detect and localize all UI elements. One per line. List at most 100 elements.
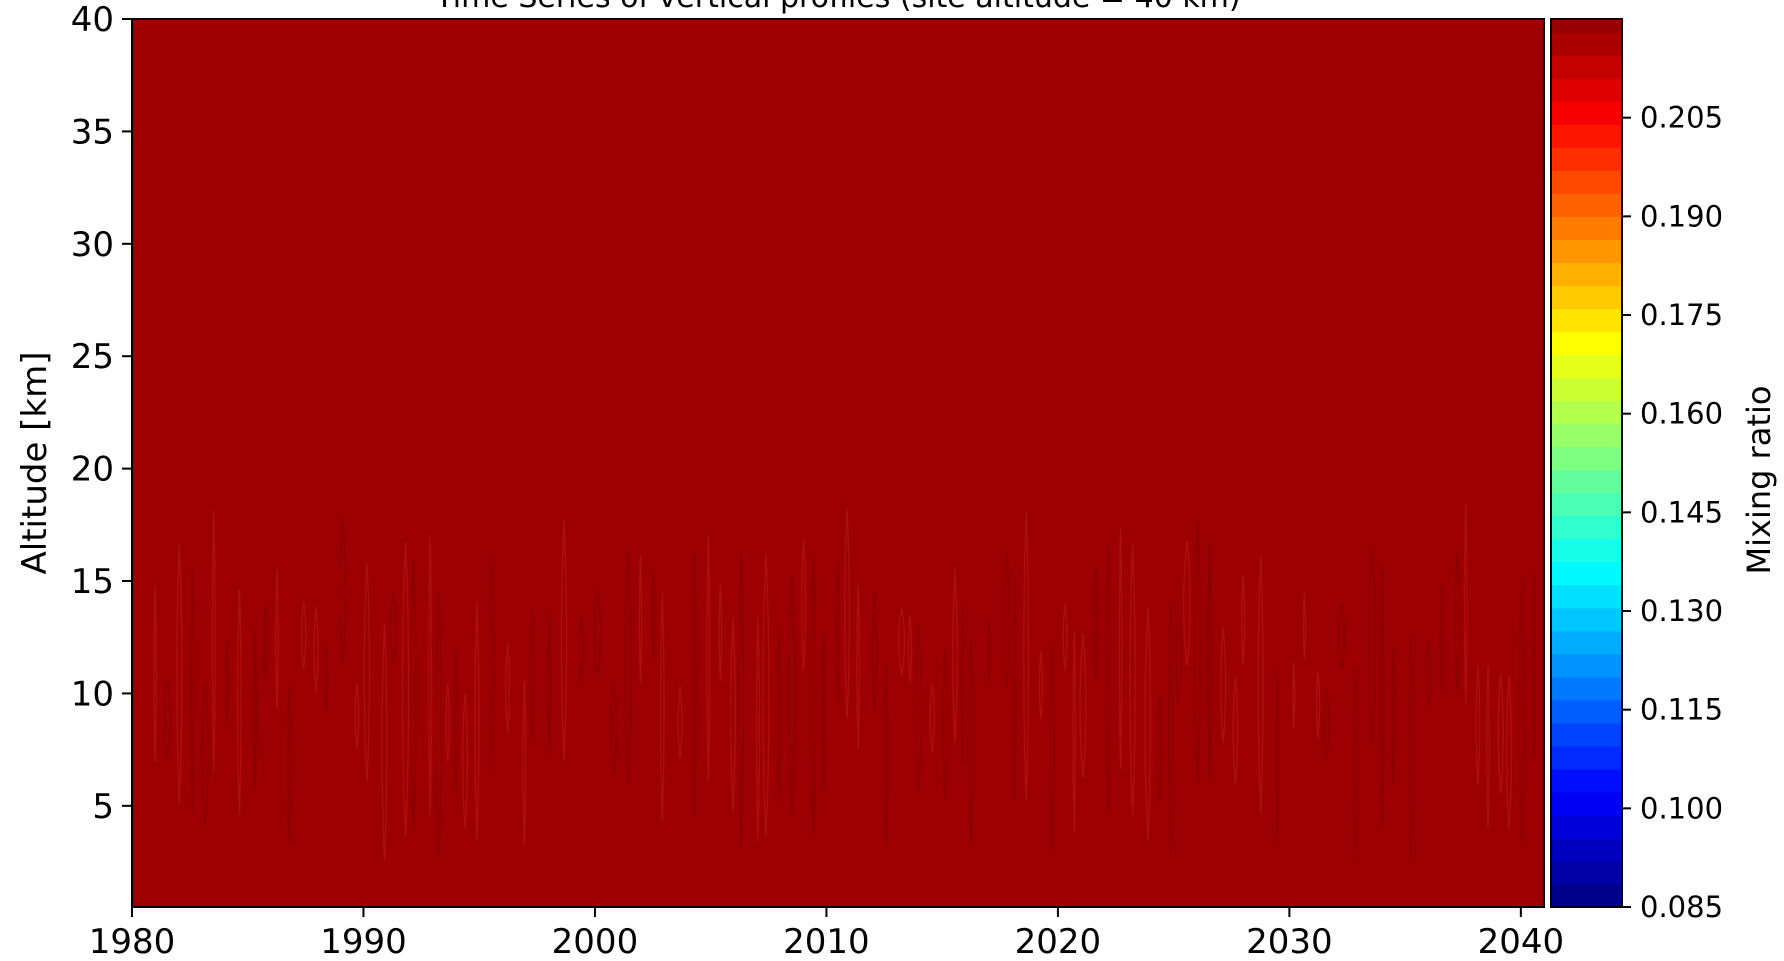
contour-line-109 (1506, 675, 1513, 830)
x-tick-label-3: 2010 (783, 922, 870, 961)
contour-line-108 (1497, 673, 1504, 794)
y-axis-label: Altitude [km] (15, 351, 55, 574)
contour-line-4 (201, 683, 209, 827)
colorbar-tick-label-5: 0.160 (1640, 397, 1723, 431)
contour-line-2 (176, 544, 183, 805)
contour-line-99 (1379, 564, 1385, 827)
colorbar-band-32 (1551, 147, 1622, 171)
contour-line-83 (1175, 611, 1182, 704)
contour-line-82 (1167, 598, 1174, 857)
contour-line-23 (435, 590, 443, 858)
colorbar-band-24 (1551, 331, 1622, 356)
contour-line-77 (1106, 544, 1111, 812)
colorbar-band-37 (1551, 32, 1622, 56)
contour-line-71 (1038, 651, 1044, 720)
colorbar-tick-label-2: 0.115 (1640, 693, 1723, 727)
colorbar-band-13 (1551, 584, 1622, 609)
contour-line-17 (363, 562, 371, 783)
x-tick-label-2: 2000 (552, 922, 639, 961)
contour-line-0 (153, 586, 158, 763)
contour-line-87 (1220, 627, 1227, 743)
contour-line-11 (286, 684, 292, 844)
contour-line-44 (718, 584, 723, 682)
contour-line-50 (788, 573, 796, 816)
contour-line-39 (651, 567, 655, 662)
contour-line-46 (738, 551, 744, 850)
contour-line-10 (275, 568, 279, 709)
colorbar-tick-label-8: 0.205 (1640, 101, 1723, 135)
contour-line-3 (190, 565, 195, 815)
contour-line-55 (844, 509, 851, 719)
contour-line-38 (638, 555, 643, 684)
contour-line-67 (987, 617, 991, 686)
contour-line-102 (1426, 640, 1432, 709)
contour-line-100 (1390, 645, 1396, 784)
contour-line-14 (323, 644, 329, 712)
contour-line-41 (677, 686, 683, 759)
contour-line-5 (211, 510, 216, 773)
contour-line-60 (907, 614, 913, 683)
contour-line-105 (1463, 503, 1468, 703)
colorbar-band-20 (1551, 423, 1622, 448)
colorbar-band-19 (1551, 446, 1622, 471)
colorbar-tick-label-0: 0.085 (1640, 890, 1723, 924)
colorbar-band-14 (1551, 561, 1622, 586)
contour-line-103 (1439, 586, 1445, 698)
contour-line-90 (1257, 555, 1264, 814)
contour-line-92 (1292, 662, 1296, 730)
colorbar-band-25 (1551, 308, 1622, 333)
colorbar-band-6 (1551, 745, 1622, 770)
colorbar-band-0 (1551, 883, 1622, 908)
contour-line-26 (462, 693, 469, 829)
colorbar-band-27 (1551, 262, 1622, 286)
contour-line-78 (1118, 527, 1123, 769)
colorbar-band-33 (1551, 124, 1622, 148)
colorbar-band-16 (1551, 515, 1622, 540)
contour-line-58 (883, 666, 889, 845)
colorbar-tick-label-4: 0.145 (1640, 495, 1723, 529)
colorbar-ticks: 0.085 0.100 0.115 0.130 0.145 0.160 0.175 0.190… (1622, 101, 1723, 924)
chart-title: Time Series of vertical profiles (site a… (434, 0, 1240, 15)
contour-line-52 (810, 555, 817, 835)
y-tick-label-5: 30 (71, 225, 114, 265)
contour-line-36 (609, 678, 618, 774)
contour-line-49 (777, 627, 782, 806)
contour-line-9 (263, 603, 268, 684)
contour-line-80 (1144, 606, 1152, 842)
contour-line-66 (968, 635, 974, 845)
colorbar-tick-label-7: 0.190 (1640, 199, 1723, 233)
colorbar-band-12 (1551, 607, 1622, 632)
y-tick-label-1: 10 (71, 674, 114, 714)
contour-line-34 (578, 613, 585, 683)
colorbar-band-9 (1551, 676, 1622, 701)
x-tick-label-5: 2030 (1246, 922, 1333, 961)
contour-line-64 (952, 567, 958, 744)
colorbar-frame (1550, 18, 1623, 908)
x-axis: 1980 1990 2000 2010 2020 2030 2040 (89, 907, 1564, 961)
contour-line-33 (560, 520, 568, 762)
contour-line-8 (253, 626, 257, 791)
colorbar-band-3 (1551, 814, 1622, 839)
contour-line-91 (1275, 667, 1279, 844)
contour-line-48 (762, 554, 770, 837)
colorbar-band-26 (1551, 285, 1622, 310)
contour-line-74 (1072, 630, 1077, 833)
contour-line-89 (1240, 574, 1246, 665)
y-tick-label-0: 5 (92, 787, 114, 827)
contour-line-30 (522, 680, 527, 846)
colorbar-tick-label-3: 0.130 (1640, 594, 1723, 628)
contour-line-94 (1315, 670, 1321, 739)
contour-line-25 (453, 649, 459, 791)
contour-line-104 (1454, 550, 1461, 694)
colorbar-band-28 (1551, 239, 1622, 263)
colorbar-band-8 (1551, 699, 1622, 724)
contour-lines (153, 503, 1536, 862)
contour-line-28 (490, 552, 495, 771)
contour-line-79 (1129, 544, 1136, 817)
colorbar-tick-label-1: 0.100 (1640, 791, 1723, 825)
contour-line-107 (1486, 665, 1491, 829)
contour-line-69 (1012, 575, 1017, 800)
contour-line-61 (914, 627, 923, 791)
colorbar-band-34 (1551, 101, 1622, 125)
